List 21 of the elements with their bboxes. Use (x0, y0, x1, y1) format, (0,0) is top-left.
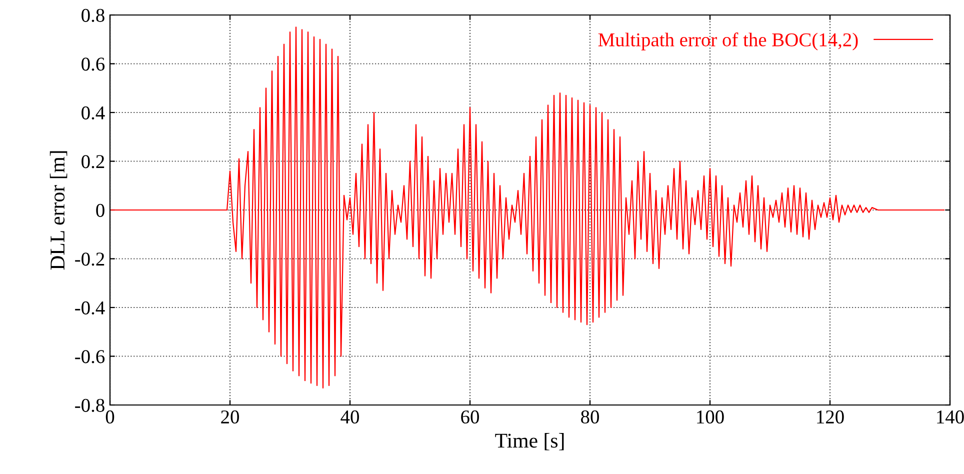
y-tick-label: 0.8 (82, 8, 104, 22)
x-tick-label: 60 (461, 410, 479, 424)
y-tick-label: -0.2 (75, 252, 104, 266)
line-series (110, 26, 945, 388)
x-tick-label: 40 (340, 410, 359, 424)
x-tick-label: 80 (581, 410, 599, 424)
x-tick-label: 100 (697, 410, 724, 424)
y-tick-label: -0.6 (75, 350, 105, 364)
y-tick-label: 0 (96, 204, 104, 217)
y-tick-label: -0.8 (75, 398, 104, 412)
x-axis-title: Time [s] (495, 433, 564, 450)
y-tick-label: 0.4 (82, 106, 105, 120)
legend-label: Multipath error of the BOC(14,2) (598, 32, 858, 50)
y-tick-label: -0.4 (75, 301, 105, 315)
x-tick-label: 120 (817, 410, 844, 424)
y-tick-label: 0.2 (82, 155, 104, 168)
x-tick-label: 0 (106, 410, 114, 424)
y-axis-title: DLL error [m] (50, 151, 68, 270)
x-tick-label: 20 (221, 410, 239, 424)
x-tick-label: 140 (937, 410, 964, 424)
y-tick-label: 0.6 (82, 58, 105, 71)
